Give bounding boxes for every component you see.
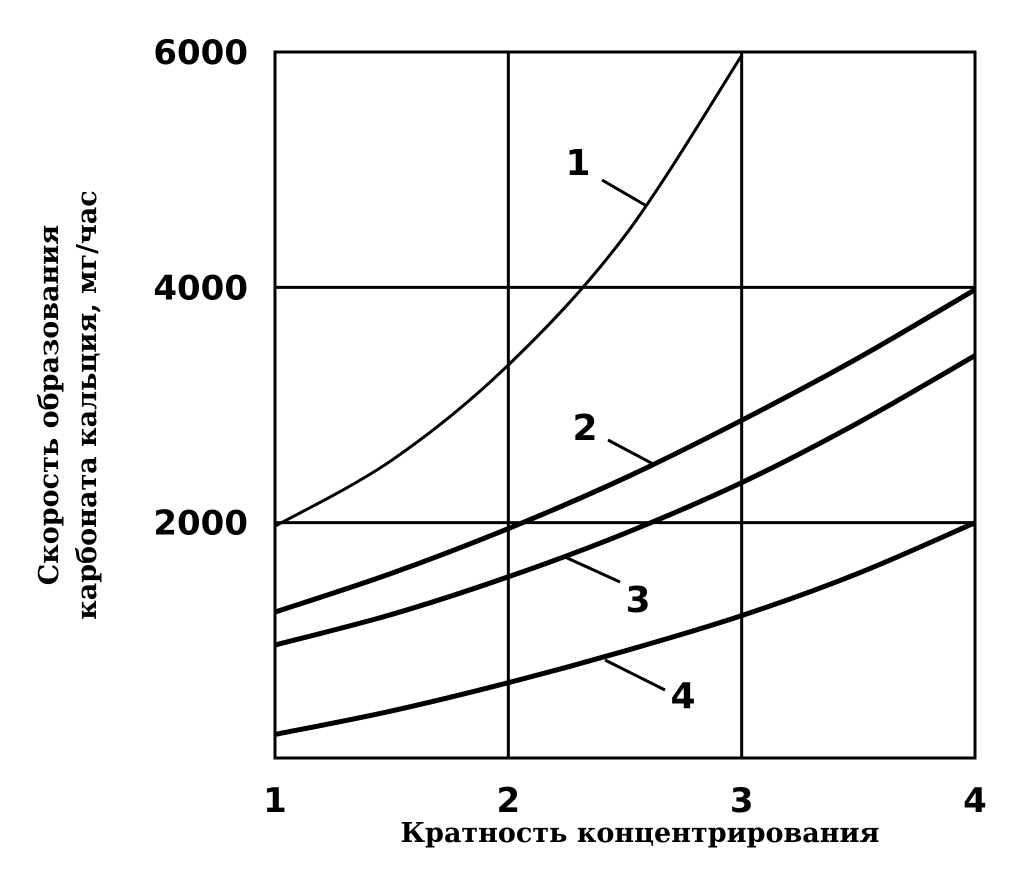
series-line [274,520,976,737]
leader-line [607,438,656,467]
series-label: 3 [625,580,650,621]
x-tick-label: 3 [730,781,754,821]
series-line [274,54,743,528]
leader-line [604,658,666,692]
leader-line [564,555,621,584]
y-tick-label: 2000 [153,504,248,544]
plot-frame [273,50,977,760]
y-tick-label: 6000 [153,33,248,73]
y-axis-label-group: Скорость образования карбоната кальция, … [34,190,103,619]
x-tick-label: 4 [963,781,987,821]
series-label: 1 [565,143,590,184]
series-label: 2 [572,408,597,449]
x-tick-label: 1 [263,781,287,821]
y-axis-label: Скорость образования [34,225,65,585]
x-axis-label: Кратность концентрирования [401,818,880,849]
x-tick-label: 2 [496,781,520,821]
leader-line [601,178,646,207]
series-label: 4 [670,676,695,717]
series-line [274,287,977,615]
y-axis-label: карбоната кальция, мг/час [72,190,103,619]
y-tick-label: 4000 [153,268,248,308]
series-line [274,353,977,648]
